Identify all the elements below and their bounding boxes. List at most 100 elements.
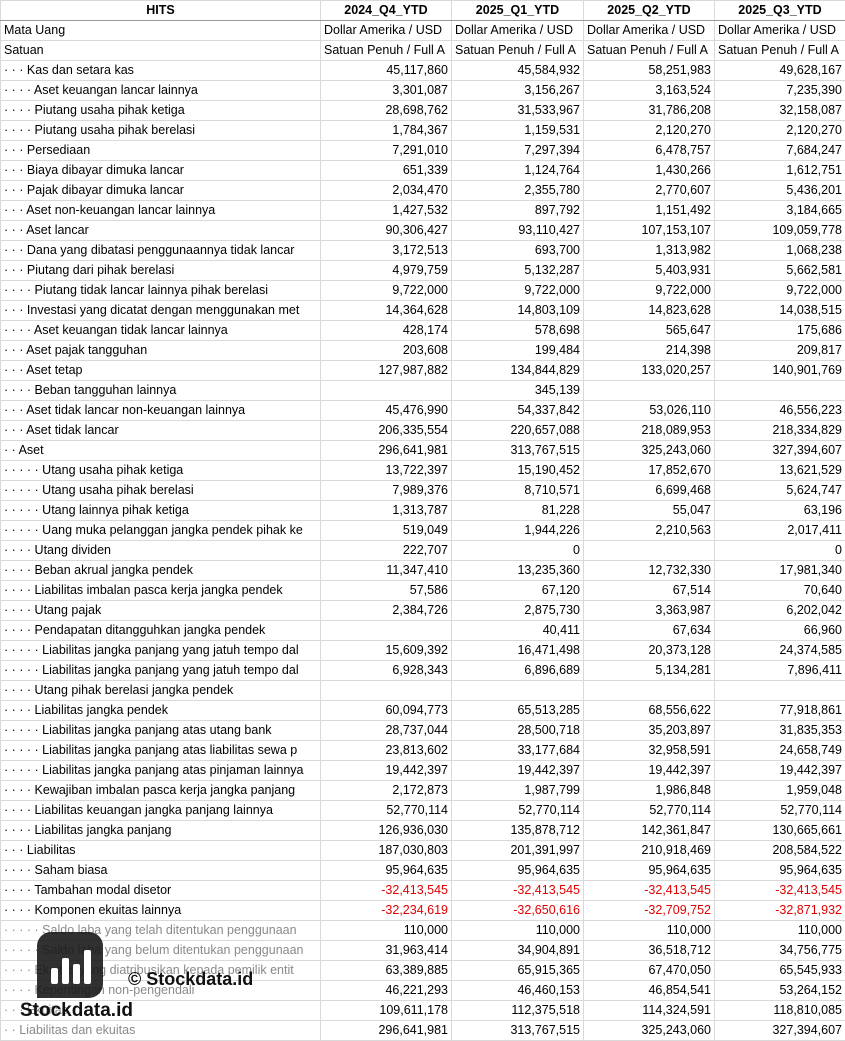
row-label: · · Liabilitas dan ekuitas xyxy=(0,1020,321,1041)
value-cell: 1,612,751 xyxy=(714,160,845,181)
row-label: · · · · · Liabilitas jangka panjang atas… xyxy=(0,760,321,781)
value-cell: 28,698,762 xyxy=(320,100,452,121)
table-row: · · · · Piutang tidak lancar lainnya pih… xyxy=(0,280,845,301)
row-label: · · · · Liabilitas jangka pendek xyxy=(0,700,321,721)
empty-cell xyxy=(714,680,845,701)
value-cell: 296,641,981 xyxy=(320,1020,452,1041)
value-cell: 95,964,635 xyxy=(451,860,584,881)
value-cell: 53,026,110 xyxy=(583,400,715,421)
row-label: · · · · Pendapatan ditangguhkan jangka p… xyxy=(0,620,321,641)
value-cell: 201,391,997 xyxy=(451,840,584,861)
value-cell: Satuan Penuh / Full A xyxy=(320,40,452,61)
value-cell: 14,038,515 xyxy=(714,300,845,321)
table-row: · · · Aset tidak lancar non-keuangan lai… xyxy=(0,400,845,421)
value-cell: 3,301,087 xyxy=(320,80,452,101)
row-label: · · · Piutang dari pihak berelasi xyxy=(0,260,321,281)
column-header: HITS xyxy=(0,0,321,21)
row-label: · · · · Aset keuangan tidak lancar lainn… xyxy=(0,320,321,341)
value-cell: 203,608 xyxy=(320,340,452,361)
value-cell: 693,700 xyxy=(451,240,584,261)
value-cell: 110,000 xyxy=(714,920,845,941)
row-label: · · · · Kewajiban imbalan pasca kerja ja… xyxy=(0,780,321,801)
value-cell: 296,641,981 xyxy=(320,440,452,461)
table-row: · · · · Beban akrual jangka pendek 11,347… xyxy=(0,560,845,581)
value-cell: 77,918,861 xyxy=(714,700,845,721)
value-cell: -32,650,616 xyxy=(451,900,584,921)
table-row: · · · · · Liabilitas jangka panjang atas… xyxy=(0,740,845,761)
table-row: · · · · · Liabilitas jangka panjang atas… xyxy=(0,720,845,741)
value-cell: 3,184,665 xyxy=(714,200,845,221)
empty-cell xyxy=(583,540,715,561)
table-row: · · · · Tambahan modal disetor -32,413,54… xyxy=(0,880,845,901)
table-row: · · · · Saham biasa 95,964,635 95,964,635 9… xyxy=(0,860,845,881)
value-cell: 95,964,635 xyxy=(320,860,452,881)
header-row: HITS 2024_Q4_YTD 2025_Q1_YTD 2025_Q2_YTD 202… xyxy=(0,0,845,21)
value-cell: 32,958,591 xyxy=(583,740,715,761)
value-cell: 49,628,167 xyxy=(714,60,845,81)
table-row: Mata Uang Dollar Amerika / USD Dollar Amer… xyxy=(0,20,845,41)
row-label: · · · · Ekuitas yang diatribusikan kepad… xyxy=(0,960,321,981)
empty-cell xyxy=(320,620,452,641)
value-cell: Satuan Penuh / Full A xyxy=(714,40,845,61)
value-cell: 7,989,376 xyxy=(320,480,452,501)
value-cell: 109,059,778 xyxy=(714,220,845,241)
value-cell: 40,411 xyxy=(451,620,584,641)
table-row: · · · · Utang pajak 2,384,726 2,875,730 3,3… xyxy=(0,600,845,621)
table-row: · · · Aset tidak lancar 206,335,554 220,65… xyxy=(0,420,845,441)
value-cell: 519,049 xyxy=(320,520,452,541)
row-label: · · · · Utang pajak xyxy=(0,600,321,621)
value-cell: 7,235,390 xyxy=(714,80,845,101)
row-label: · · · · · Saldo laba yang telah ditentuk… xyxy=(0,920,321,941)
value-cell: Dollar Amerika / USD xyxy=(451,20,584,41)
row-label: · · · · · Liabilitas jangka panjang atas… xyxy=(0,720,321,741)
value-cell: 46,460,153 xyxy=(451,980,584,1001)
table-row: · · · · · Utang usaha pihak ketiga 13,722… xyxy=(0,460,845,481)
value-cell: 107,153,107 xyxy=(583,220,715,241)
value-cell: 65,545,933 xyxy=(714,960,845,981)
empty-cell xyxy=(320,680,452,701)
table-row: · · · · Piutang usaha pihak ketiga 28,698… xyxy=(0,100,845,121)
value-cell: 16,471,498 xyxy=(451,640,584,661)
value-cell: 199,484 xyxy=(451,340,584,361)
value-cell: 2,034,470 xyxy=(320,180,452,201)
value-cell: 8,710,571 xyxy=(451,480,584,501)
empty-cell xyxy=(583,380,715,401)
value-cell: 12,732,330 xyxy=(583,560,715,581)
value-cell: 565,647 xyxy=(583,320,715,341)
row-label: Mata Uang xyxy=(0,20,321,41)
value-cell: 222,707 xyxy=(320,540,452,561)
value-cell: 7,684,247 xyxy=(714,140,845,161)
value-cell: 45,584,932 xyxy=(451,60,584,81)
table-row: · · · · · Saldo laba yang telah ditentuk… xyxy=(0,920,845,941)
value-cell: 63,389,885 xyxy=(320,960,452,981)
table-row: · · Aset 296,641,981 313,767,515 325,243,06… xyxy=(0,440,845,461)
value-cell: 325,243,060 xyxy=(583,1020,715,1041)
row-label: · · · Investasi yang dicatat dengan meng… xyxy=(0,300,321,321)
row-label: Satuan xyxy=(0,40,321,61)
value-cell: 142,361,847 xyxy=(583,820,715,841)
table-row: · · · Aset non-keuangan lancar lainnya 1,… xyxy=(0,200,845,221)
value-cell: 24,658,749 xyxy=(714,740,845,761)
value-cell: 109,611,178 xyxy=(320,1000,452,1021)
table-row: · · · Kas dan setara kas 45,117,860 45,584… xyxy=(0,60,845,81)
value-cell: -32,413,545 xyxy=(451,880,584,901)
table-row: · · · · Liabilitas keuangan jangka panja… xyxy=(0,800,845,821)
value-cell: 90,306,427 xyxy=(320,220,452,241)
value-cell: 428,174 xyxy=(320,320,452,341)
value-cell: 19,442,397 xyxy=(451,760,584,781)
value-cell: 6,928,343 xyxy=(320,660,452,681)
value-cell: 17,852,670 xyxy=(583,460,715,481)
row-label: · · · · Saham biasa xyxy=(0,860,321,881)
value-cell: 45,476,990 xyxy=(320,400,452,421)
value-cell: 5,134,281 xyxy=(583,660,715,681)
row-label: · · · Aset lancar xyxy=(0,220,321,241)
value-cell: 214,398 xyxy=(583,340,715,361)
value-cell: 31,963,414 xyxy=(320,940,452,961)
value-cell: 46,556,223 xyxy=(714,400,845,421)
table-row: · · · Ekuitas 109,611,178 112,375,518 114,3… xyxy=(0,1000,845,1021)
value-cell: 31,835,353 xyxy=(714,720,845,741)
value-cell: 175,686 xyxy=(714,320,845,341)
value-cell: 65,513,285 xyxy=(451,700,584,721)
row-label: · · · Biaya dibayar dimuka lancar xyxy=(0,160,321,181)
